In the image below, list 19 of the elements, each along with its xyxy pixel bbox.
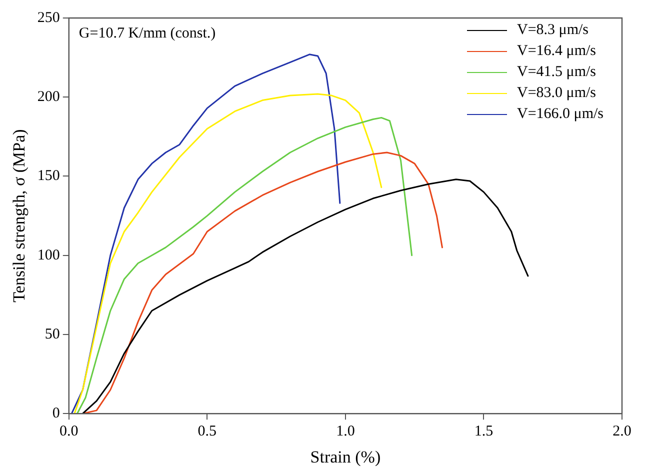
legend-label: V=166.0 μm/s <box>517 105 604 124</box>
legend-label: V=8.3 μm/s <box>517 21 589 40</box>
y-axis-title: Tensile strength, σ (MPa) <box>10 129 29 302</box>
y-tick-label: 200 <box>37 89 60 106</box>
x-tick-label: 1.5 <box>474 424 494 440</box>
y-tick-label: 100 <box>37 247 60 264</box>
x-tick-label: 2.0 <box>612 424 632 440</box>
y-tick-label: 150 <box>37 168 60 184</box>
annotation: G=10.7 K/mm (const.) <box>78 25 216 42</box>
legend-label: V=16.4 μm/s <box>517 42 596 61</box>
y-tick-label: 50 <box>44 326 60 342</box>
x-tick-label: 1.0 <box>336 424 355 440</box>
x-tick-label: 0.5 <box>198 424 217 440</box>
legend-label: V=41.5 μm/s <box>517 63 596 82</box>
y-tick-label: 250 <box>37 10 60 26</box>
x-axis-title: Strain (%) <box>310 447 381 466</box>
legend-label: V=83.0 μm/s <box>517 84 596 103</box>
y-tick-label: 0 <box>52 406 60 422</box>
x-tick-label: 0.0 <box>60 424 78 440</box>
